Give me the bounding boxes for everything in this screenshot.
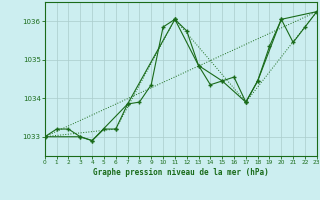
- X-axis label: Graphe pression niveau de la mer (hPa): Graphe pression niveau de la mer (hPa): [93, 168, 269, 177]
